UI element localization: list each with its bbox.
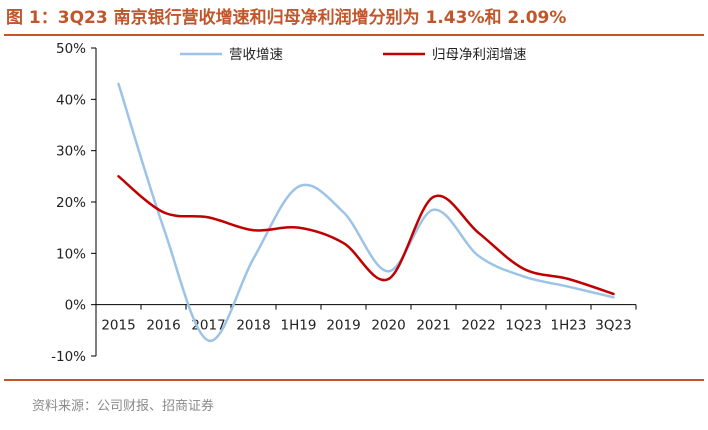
- legend-label-profit: 归母净利润增速: [432, 46, 527, 63]
- source-note: 资料来源：公司财报、招商证券: [32, 399, 215, 414]
- plot-area: [117, 82, 615, 342]
- y-tick-label: 0%: [65, 298, 87, 314]
- x-tick-label: 2020: [371, 318, 405, 334]
- x-tick-label: 2016: [146, 318, 180, 334]
- y-tick-label: 10%: [56, 246, 86, 262]
- y-tick-label: -10%: [51, 349, 86, 365]
- legend: 营收增速 归母净利润增速: [180, 46, 527, 63]
- series-line-revenue: [117, 82, 615, 342]
- x-tick-label: 2019: [326, 318, 360, 334]
- x-tick-label: 2022: [461, 318, 495, 334]
- x-axis: 2015 2016 2017 2018 1H19 2019 2020 2021 2022 1Q23…: [95, 304, 637, 334]
- series-line-profit: [117, 175, 615, 296]
- y-tick-label: 20%: [56, 195, 86, 211]
- x-tick-label: 2021: [416, 318, 450, 334]
- y-tick-label: 40%: [56, 92, 86, 108]
- x-tick-label: 3Q23: [595, 318, 631, 334]
- x-tick-label: 2018: [236, 318, 270, 334]
- legend-label-revenue: 营收增速: [229, 47, 283, 63]
- x-tick-label: 2015: [101, 318, 135, 334]
- x-tick-label: 1H23: [551, 318, 587, 334]
- figure-title: 图 1：3Q23 南京银行营收增速和归母净利润增分别为 1.43%和 2.09%: [6, 8, 567, 28]
- title-divider: [4, 34, 704, 36]
- y-tick-label: 30%: [56, 144, 86, 160]
- y-axis: -10% 0% 10% 20% 30% 40% 50%: [51, 41, 97, 365]
- x-tick-label: 1H19: [281, 318, 317, 334]
- y-tick-label: 50%: [56, 41, 86, 57]
- footer-divider: [4, 379, 704, 381]
- x-tick-label: 1Q23: [505, 318, 541, 334]
